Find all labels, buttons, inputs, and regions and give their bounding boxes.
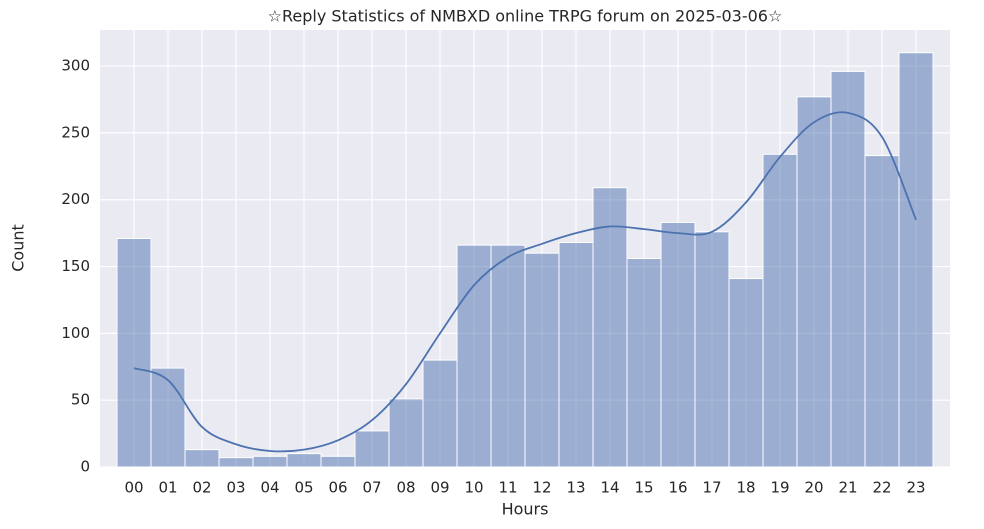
bar [660, 221, 696, 468]
bar [456, 244, 492, 468]
bar [388, 398, 424, 468]
x-tick-label: 07 [362, 479, 381, 497]
x-tick-label: 03 [226, 479, 245, 497]
x-tick-label: 14 [600, 479, 619, 497]
x-tick-label: 15 [634, 479, 653, 497]
x-tick-label: 22 [872, 479, 891, 497]
bar [116, 237, 152, 468]
y-tick-label: 50 [71, 391, 90, 409]
y-tick-label: 200 [61, 190, 90, 208]
x-tick-label: 05 [294, 479, 313, 497]
bar [150, 367, 186, 468]
x-tick-label: 04 [260, 479, 279, 497]
x-tick-label: 09 [430, 479, 449, 497]
bar [830, 70, 866, 468]
x-tick-label: 00 [124, 479, 143, 497]
bar [592, 187, 628, 468]
y-tick-label: 150 [61, 257, 90, 275]
bar [490, 244, 526, 468]
x-tick-label: 21 [838, 479, 857, 497]
x-tick-label: 19 [770, 479, 789, 497]
y-tick-label: 0 [80, 458, 90, 476]
bar [864, 155, 900, 468]
y-tick-label: 250 [61, 123, 90, 141]
kde-line [133, 111, 917, 453]
x-tick-label: 11 [498, 479, 517, 497]
bar [524, 252, 560, 468]
x-tick-label: 17 [702, 479, 721, 497]
bar [558, 241, 594, 468]
x-tick-label: 02 [192, 479, 211, 497]
y-tick-label: 300 [61, 57, 90, 75]
x-tick-label: 12 [532, 479, 551, 497]
x-tick-label: 08 [396, 479, 415, 497]
x-tick-label: 10 [464, 479, 483, 497]
y-axis-label: Count [9, 224, 28, 272]
bar [184, 449, 220, 468]
bar [354, 430, 390, 468]
bar [796, 96, 832, 468]
bar [252, 455, 288, 468]
x-tick-label: 06 [328, 479, 347, 497]
x-tick-label: 23 [906, 479, 925, 497]
chart-title: ☆Reply Statistics of NMBXD online TRPG f… [268, 7, 783, 26]
bar [286, 453, 322, 468]
bar [320, 455, 356, 468]
x-tick-label: 20 [804, 479, 823, 497]
bar [728, 278, 764, 468]
x-axis-label: Hours [502, 500, 549, 519]
x-tick-label: 13 [566, 479, 585, 497]
y-tick-label: 100 [61, 324, 90, 342]
bar [762, 153, 798, 468]
bar [898, 52, 934, 468]
x-tick-label: 18 [736, 479, 755, 497]
bar [626, 258, 662, 468]
x-tick-label: 01 [158, 479, 177, 497]
x-tick-label: 16 [668, 479, 687, 497]
bar [694, 231, 730, 468]
bar [422, 359, 458, 468]
bar [218, 457, 254, 468]
